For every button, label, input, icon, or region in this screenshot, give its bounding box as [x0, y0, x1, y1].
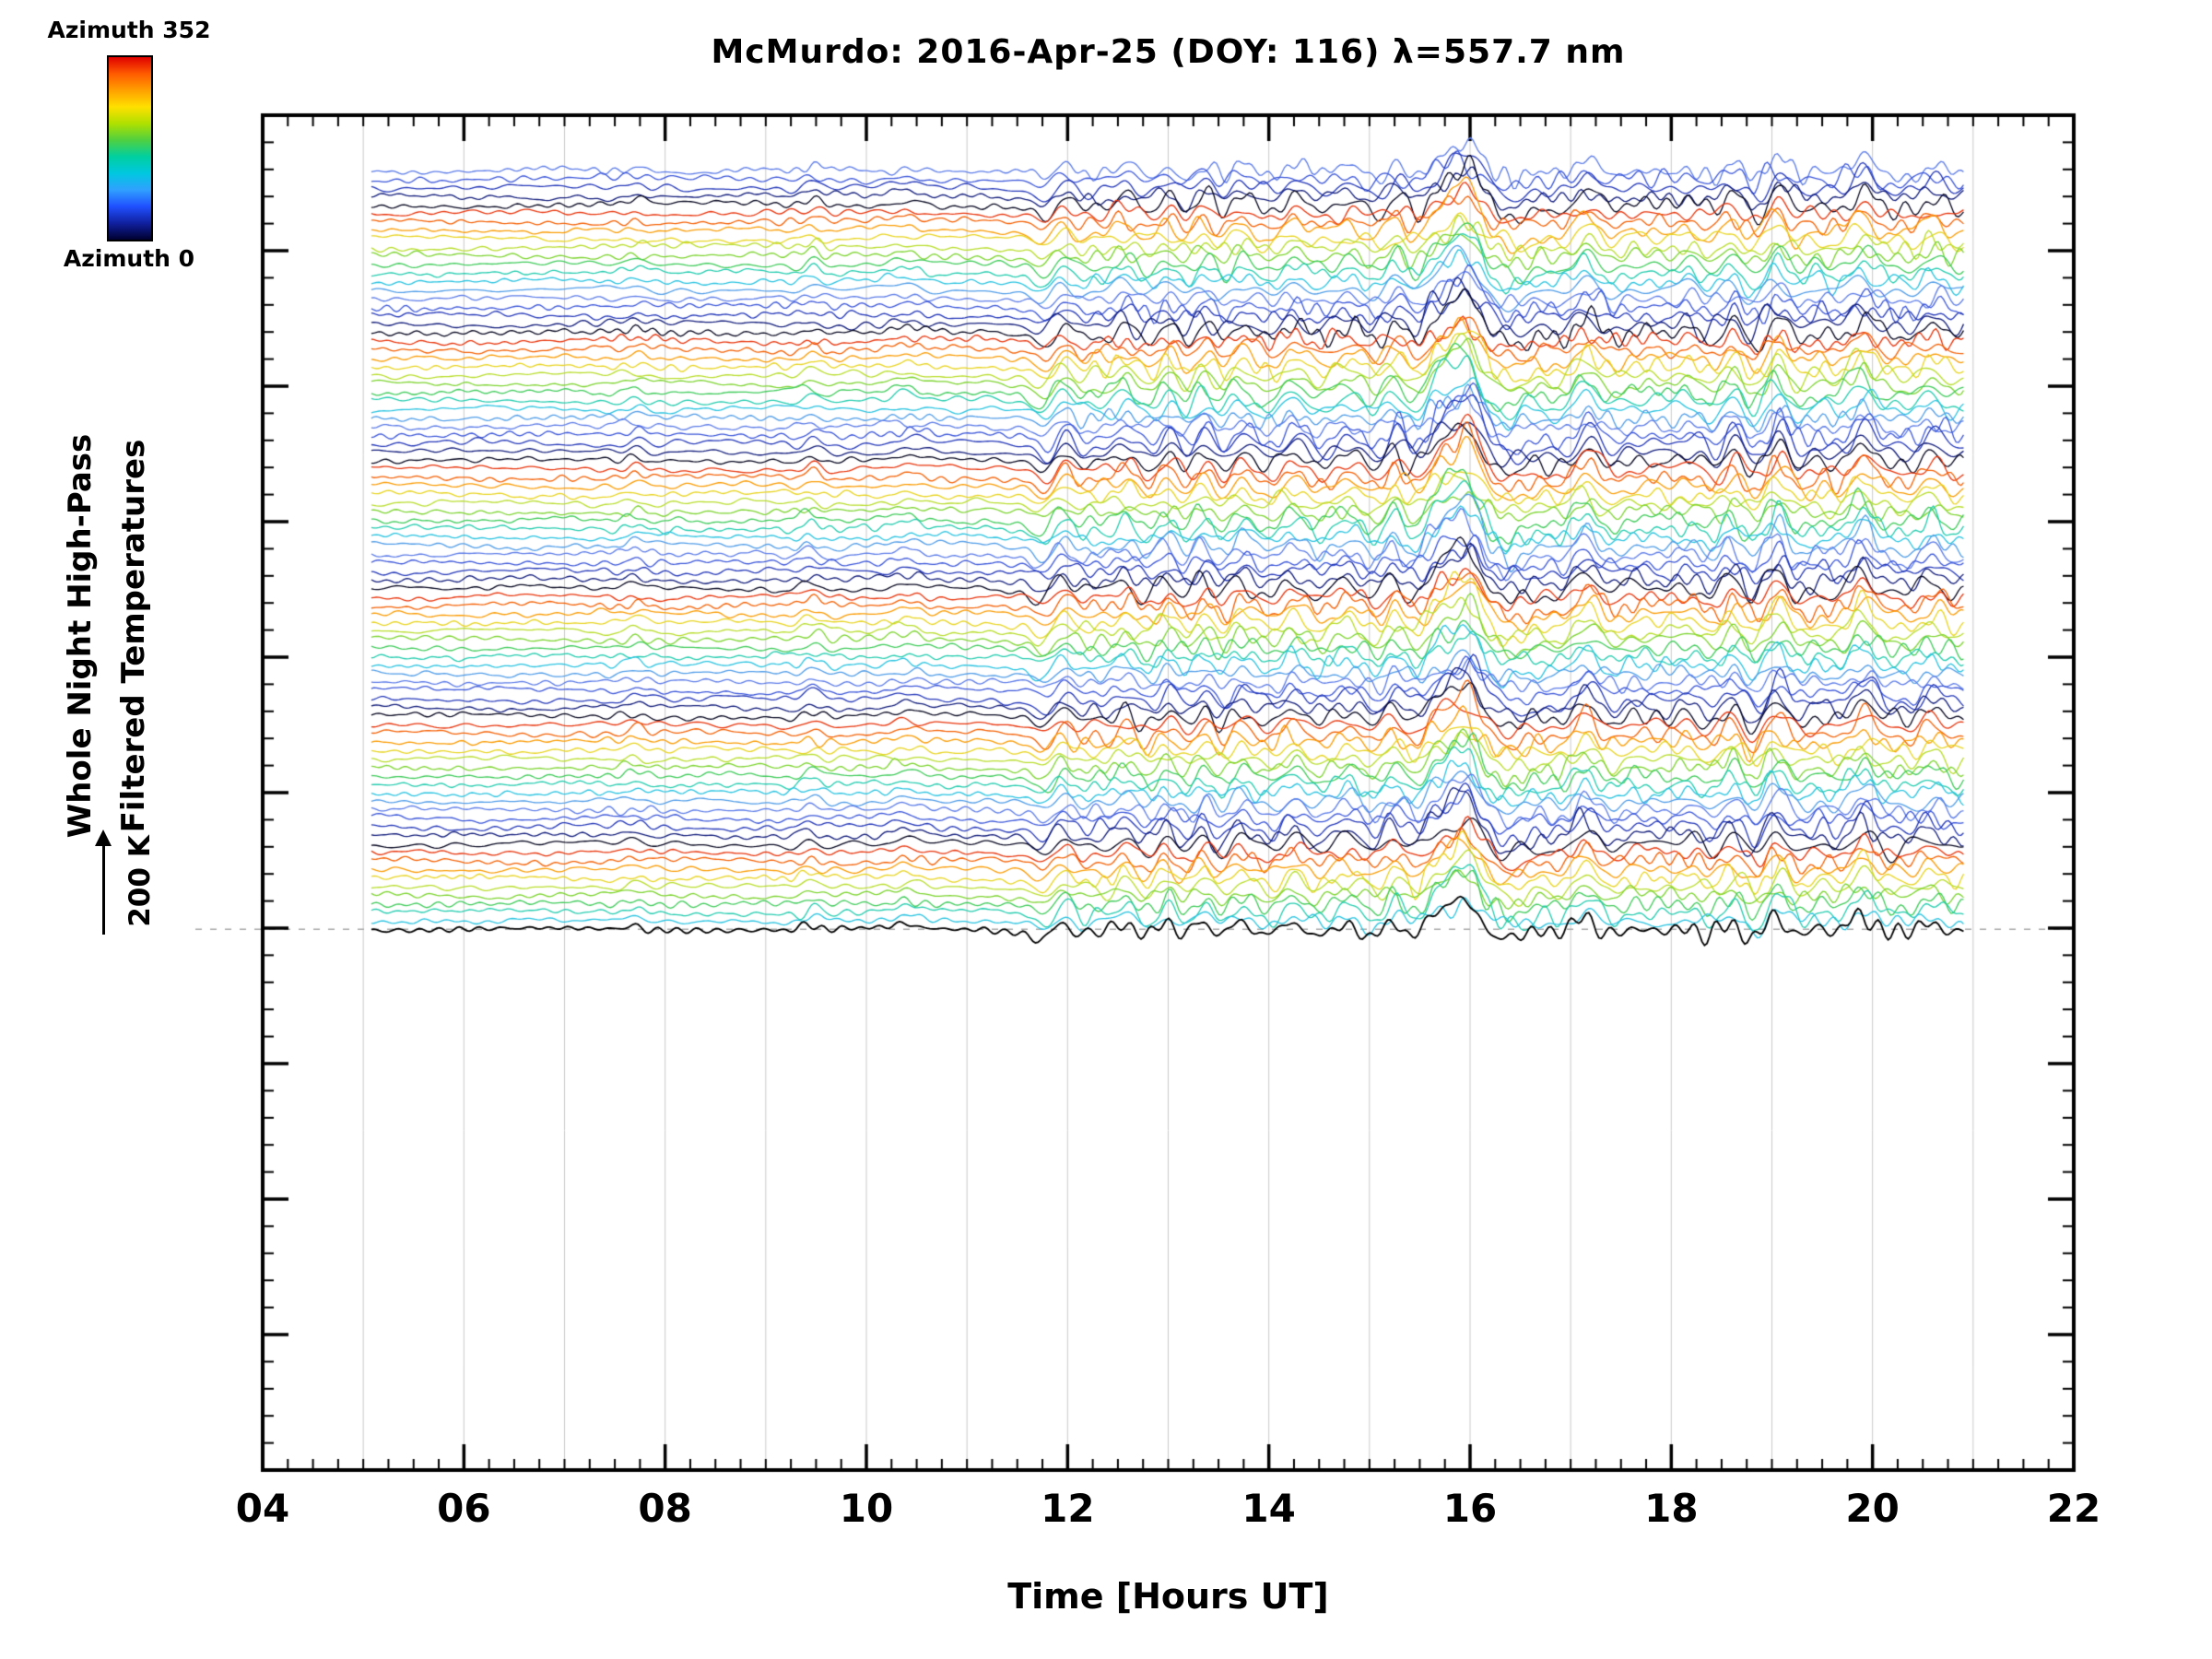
x-tick-label: 06 — [437, 1486, 491, 1531]
x-tick-label: 10 — [839, 1486, 894, 1531]
x-tick-label: 18 — [1644, 1486, 1699, 1531]
x-tick-label: 22 — [2046, 1486, 2101, 1531]
x-tick-label: 04 — [235, 1486, 290, 1531]
chart-title: McMurdo: 2016-Apr-25 (DOY: 116) λ=557.7 … — [711, 33, 1626, 71]
colorbar-gradient — [107, 55, 153, 241]
scale-arrow-icon — [95, 830, 112, 935]
colorbar-top-label: Azimuth 352 — [47, 17, 211, 43]
x-axis-label: Time [Hours UT] — [1007, 1576, 1329, 1617]
scale-arrow-head — [95, 830, 112, 846]
x-tick-label: 16 — [1442, 1486, 1498, 1531]
scale-bar-label: 200 K — [124, 835, 157, 927]
colorbar-bottom-label: Azimuth 0 — [63, 245, 195, 272]
x-tick-label: 14 — [1241, 1486, 1296, 1531]
x-tick-label: 20 — [1845, 1486, 1900, 1531]
scale-arrow-shaft — [101, 842, 105, 935]
x-tick-label: 08 — [638, 1486, 692, 1531]
x-tick-label: 12 — [1041, 1486, 1095, 1531]
